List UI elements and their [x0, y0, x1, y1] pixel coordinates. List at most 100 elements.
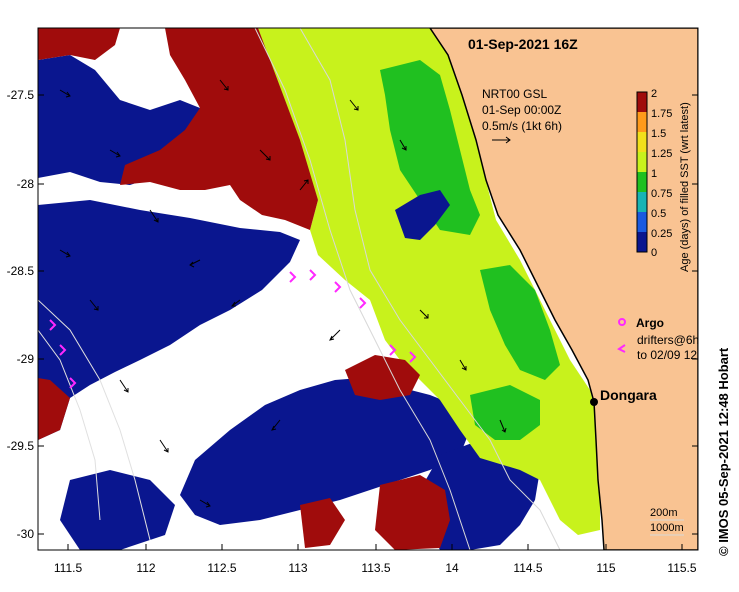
- current-arrow: [459, 359, 467, 371]
- current-arrow: [349, 99, 359, 111]
- colorbar-segment: [637, 232, 647, 252]
- isobath-legend-200m: 200m: [650, 507, 678, 519]
- isobath-200m: [299, 28, 561, 550]
- drifter-marker: [409, 351, 417, 363]
- drifter-marker: [334, 281, 342, 293]
- latitude-axis: -27.5 -28 -28.5 -29 -29.5 -30: [7, 88, 698, 541]
- map-frame: [37, 27, 699, 551]
- colorbar-label: 0.75: [651, 188, 672, 200]
- map-plot-area: Dongara 01-Sep-2021 16Z NRT00 GSL 01-Sep…: [38, 28, 704, 550]
- current-arrow: [199, 499, 211, 508]
- land-mass: [429, 28, 698, 550]
- current-legend-line1: NRT00 GSL: [482, 87, 547, 101]
- colorbar-segment: [637, 152, 647, 172]
- current-arrow: [149, 209, 159, 223]
- colorbar-segment: [637, 192, 647, 212]
- sst-age-two-region-southwest: [38, 378, 70, 440]
- current-arrow: [399, 139, 407, 151]
- lon-tick-label: 115.5: [667, 561, 696, 575]
- drifter-legend-line1: drifters@6h: [637, 333, 699, 347]
- sst-age-two-region-north: [120, 28, 318, 230]
- colorbar-title: Age (days) of filled SST (wrt latest): [679, 102, 691, 272]
- drifter-marker: [389, 344, 397, 356]
- dongara-marker: [590, 398, 598, 406]
- drifter-marker: [49, 319, 57, 331]
- drifter-marker: [289, 271, 297, 283]
- sst-age-zero-region-west: [38, 200, 300, 440]
- drifter-marker: [59, 344, 67, 356]
- place-label-dongara: Dongara: [600, 387, 657, 403]
- lon-tick-label: 111.5: [54, 561, 83, 575]
- sst-age-green-patch-north: [380, 60, 480, 235]
- sst-age-zero-region-central: [180, 378, 470, 525]
- drifter-marker: [69, 377, 77, 389]
- current-arrow: [329, 329, 341, 341]
- colorbar-label: 1: [651, 168, 657, 180]
- lat-tick-label: -28: [17, 177, 35, 191]
- lat-tick-label: -29.5: [7, 439, 35, 453]
- lon-tick-label: 14: [445, 561, 459, 575]
- lat-tick-label: -28.5: [7, 264, 35, 278]
- current-arrow: [299, 179, 309, 191]
- colorbar-label: 0: [651, 247, 657, 259]
- map-title: 01-Sep-2021 16Z: [468, 36, 578, 52]
- current-arrow: [189, 259, 201, 268]
- colorbar-label: 0.25: [651, 228, 672, 240]
- argo-legend-marker: [618, 318, 626, 326]
- current-arrow: [231, 299, 241, 307]
- isobath-offshore-2: [38, 329, 101, 521]
- sst-age-two-region-southeast: [300, 498, 345, 548]
- drifter-legend-marker: [617, 344, 626, 353]
- sst-age-green-patch-south: [470, 385, 540, 440]
- colorbar-label: 0.5: [651, 208, 666, 220]
- current-legend-line2: 01-Sep 00:00Z: [482, 103, 561, 117]
- drifter-legend-line2: to 02/09 12Z: [637, 348, 704, 362]
- sst-age-zero-region-southeast: [420, 440, 540, 550]
- lat-tick-label: -29: [17, 352, 35, 366]
- current-arrow: [59, 89, 71, 98]
- current-legend-arrow: [492, 136, 511, 144]
- imos-credit: © IMOS 05-Sep-2021 12:48 Hobart: [716, 347, 731, 556]
- lon-tick-label: 113.5: [361, 561, 390, 575]
- sst-age-navy-patch-inshore: [395, 190, 450, 240]
- colorbar-segment: [637, 112, 647, 132]
- sst-age-two-region-coastal-south: [345, 355, 420, 400]
- current-arrow: [219, 79, 229, 91]
- current-arrow: [271, 419, 281, 431]
- colorbar-label: 1.5: [651, 128, 666, 140]
- current-legend-line3: 0.5m/s (1kt 6h): [482, 119, 562, 133]
- current-arrow: [419, 309, 429, 319]
- colorbar-label: 1.75: [651, 108, 672, 120]
- current-arrow: [59, 249, 71, 258]
- sst-age-two-region-south: [375, 475, 450, 550]
- isobath-legend-1000m: 1000m: [650, 522, 684, 534]
- lon-tick-label: 115: [596, 561, 615, 575]
- lon-tick-label: 112: [136, 561, 155, 575]
- sst-age-zero-region-south: [60, 470, 175, 550]
- current-arrow: [499, 419, 507, 433]
- colorbar-label: 1.25: [651, 148, 672, 160]
- current-arrow: [159, 439, 169, 453]
- colorbar: 2 1.75 1.5 1.25 1 0.75 0.5 0.25 0 Age (d…: [636, 88, 691, 272]
- current-vectors: [59, 79, 507, 508]
- current-arrow: [109, 149, 121, 158]
- colorbar-label: 2: [651, 88, 657, 100]
- colorbar-frame: [636, 91, 648, 253]
- current-arrow: [119, 379, 129, 393]
- colorbar-segment: [637, 212, 647, 232]
- lat-tick-label: -30: [17, 527, 35, 541]
- lon-tick-label: 112.5: [207, 561, 236, 575]
- drifter-marker: [359, 297, 367, 309]
- isobath-1000m: [254, 28, 471, 550]
- drifter-marker: [309, 269, 317, 281]
- sst-age-two-region-northwest: [38, 28, 120, 60]
- longitude-axis: 111.5 112 112.5 113 113.5 14 114.5 115 1…: [54, 544, 697, 575]
- colorbar-segment: [637, 92, 647, 112]
- current-arrow: [89, 299, 99, 311]
- isobath-offshore-1: [38, 299, 151, 541]
- lon-tick-label: 113: [288, 561, 307, 575]
- sst-age-green-patch-middle: [480, 265, 560, 380]
- lat-tick-label: -27.5: [7, 88, 35, 102]
- argo-drifter-tracks: [49, 269, 417, 389]
